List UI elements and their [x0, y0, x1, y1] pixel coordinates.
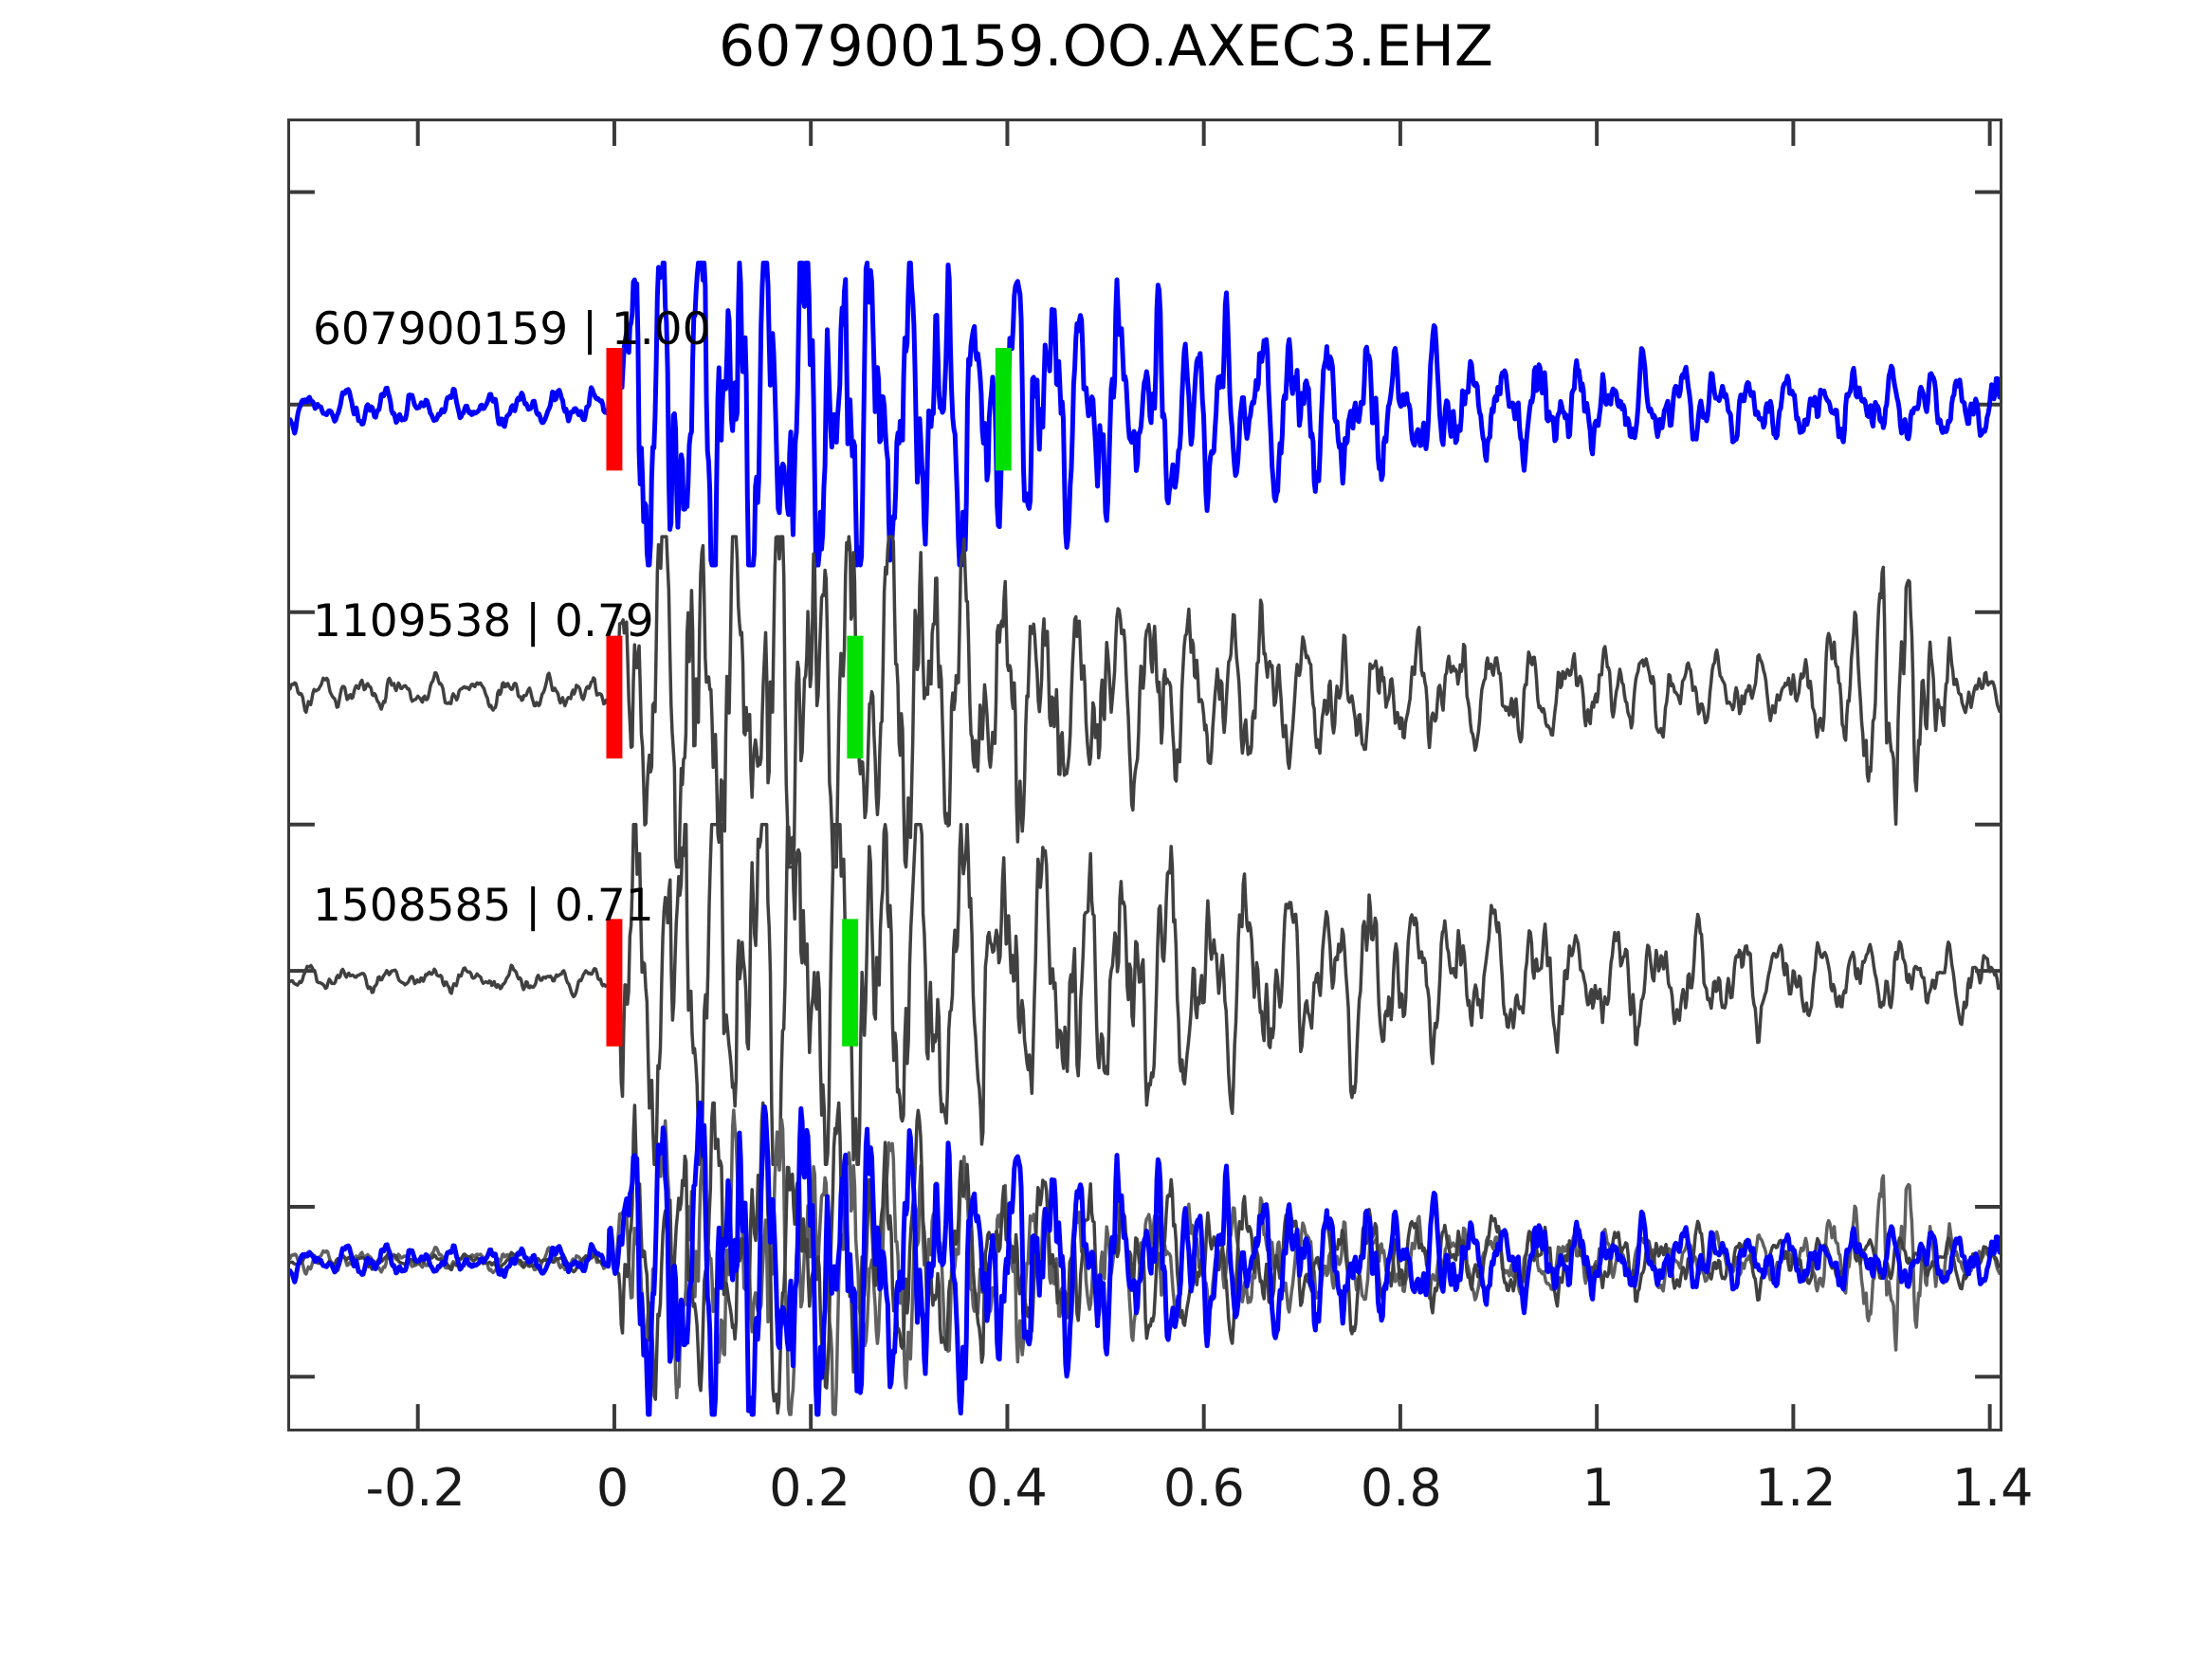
- page-title: 607900159.OO.AXEC3.EHZ: [718, 13, 1494, 80]
- waveform-trace-607900159: [290, 260, 2000, 568]
- x-tick-label-5: 0.8: [1360, 1458, 1442, 1518]
- waveform-canvas: [290, 121, 2000, 1429]
- waveform-trace-1508585: [290, 823, 2000, 1166]
- x-tick-label-0: -0.2: [365, 1458, 466, 1518]
- overlay-trace-2: [290, 1101, 2000, 1417]
- x-tick-label-4: 0.6: [1162, 1458, 1245, 1518]
- x-tick-label-1: 0: [595, 1458, 630, 1518]
- trace-label-2: 1508585 | 0.71: [313, 880, 654, 932]
- x-tick-label-8: 1.4: [1951, 1458, 2034, 1518]
- plot-frame: [287, 118, 2002, 1431]
- x-tick-label-2: 0.2: [769, 1458, 850, 1518]
- overlay-trace-1: [290, 1101, 2000, 1415]
- x-axis-tick-labels: -0.2 0 0.2 0.4 0.6 0.8 1 1.2 1.4: [0, 1450, 2212, 1526]
- waveform-trace-1109538: [290, 535, 2000, 869]
- trace-label-1: 1109538 | 0.79: [313, 595, 654, 647]
- x-tick-label-7: 1.2: [1754, 1458, 1837, 1518]
- x-tick-label-6: 1: [1581, 1458, 1615, 1518]
- trace-label-0: 607900159 | 1.00: [313, 303, 711, 356]
- x-tick-label-3: 0.4: [965, 1458, 1048, 1518]
